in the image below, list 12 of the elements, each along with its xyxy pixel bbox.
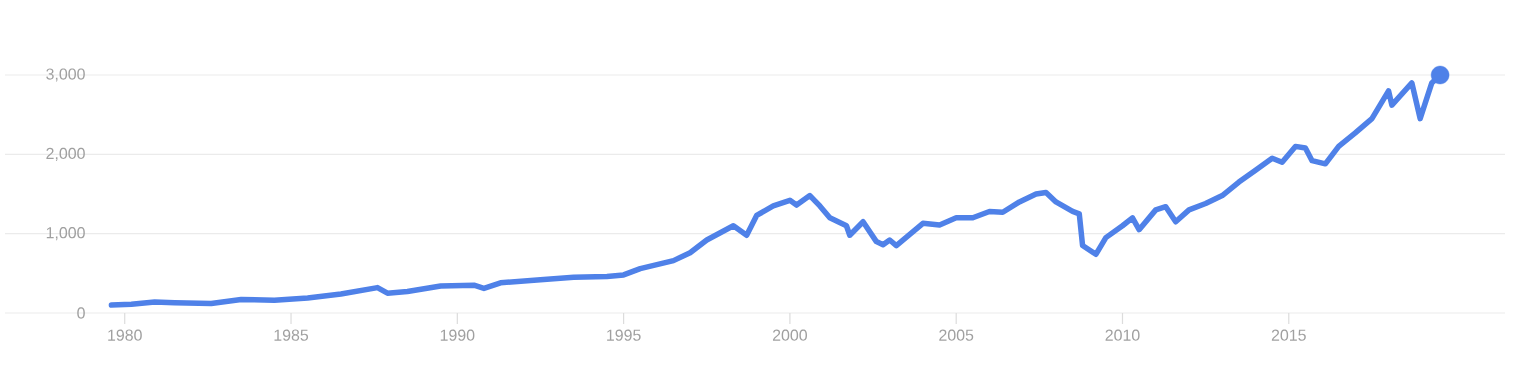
x-tick-label: 2015 [1271, 329, 1306, 341]
y-tick-label: 3,000 [46, 68, 85, 82]
x-tick-label: 2010 [1105, 329, 1140, 341]
y-tick-label: 1,000 [46, 227, 85, 241]
x-tick-label: 1995 [607, 329, 641, 341]
x-tick-label: 1990 [440, 329, 475, 341]
x-tick-label: 2005 [939, 329, 974, 341]
y-tick-label: 0 [77, 307, 85, 319]
x-tick-label: 1985 [274, 329, 309, 341]
x-tick-label: 1980 [108, 329, 142, 341]
y-tick-label: 2,000 [46, 147, 85, 161]
x-tick-label: 2000 [772, 329, 807, 341]
